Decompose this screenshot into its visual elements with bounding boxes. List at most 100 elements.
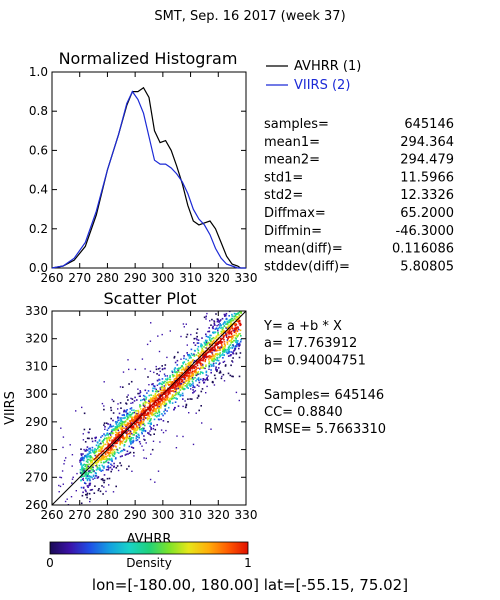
scatter-point: [81, 494, 84, 497]
scatter-point: [143, 410, 145, 412]
scatter-point: [231, 335, 234, 337]
scatter-point: [135, 429, 137, 432]
scatter-point: [121, 422, 123, 425]
scatter-point: [218, 356, 220, 359]
scatter-point: [153, 404, 156, 406]
scatter-point: [148, 384, 150, 386]
scatter-point: [168, 378, 171, 381]
scatter-point: [88, 492, 91, 495]
scatter-point: [199, 368, 201, 370]
scatter-point: [116, 434, 119, 437]
histogram-series-lines: [51, 86, 246, 269]
scatter-point: [164, 364, 167, 366]
scatter-point: [215, 353, 217, 355]
scatter-point: [116, 449, 119, 451]
scatter-point: [187, 379, 190, 381]
scatter-point: [201, 348, 204, 351]
scatter-point: [156, 407, 159, 410]
scatter-point: [138, 434, 140, 437]
scatter-point: [158, 403, 160, 405]
scatter-point: [190, 383, 193, 386]
scatter-point: [94, 454, 96, 457]
scatter-point: [172, 397, 174, 400]
scatter-point: [111, 432, 114, 435]
scatter-point: [202, 280, 203, 281]
scatter-point: [105, 455, 108, 458]
scatter-point: [113, 455, 116, 458]
scatter-point: [114, 441, 117, 444]
scatter-point: [216, 359, 218, 362]
scatter-point: [82, 464, 84, 467]
scatter-point: [189, 383, 191, 385]
scatter-point: [147, 415, 150, 417]
scatter-point: [97, 476, 100, 478]
scatter-point: [65, 457, 67, 459]
scatter-point: [225, 351, 228, 354]
scatter-point: [173, 397, 176, 399]
scatter-point: [110, 409, 113, 412]
scatter-point: [90, 489, 93, 491]
scatter-point: [106, 439, 108, 441]
scatter-point: [143, 414, 146, 416]
scatter-point: [195, 366, 197, 368]
scatter-y-tick-label: 270: [25, 470, 48, 484]
scatter-point: [206, 379, 209, 381]
scatter-point: [101, 457, 103, 459]
scatter-point: [219, 338, 222, 340]
scatter-point: [81, 406, 83, 409]
scatter-point: [95, 455, 97, 458]
scatter-point: [172, 395, 175, 398]
scatter-point: [84, 465, 86, 468]
scatter-point: [139, 390, 141, 392]
scatter-point: [115, 428, 117, 431]
scatter-point: [104, 455, 107, 458]
scatter-point: [200, 371, 202, 373]
scatter-point: [145, 457, 147, 460]
scatter-point: [213, 320, 215, 322]
scatter-point: [120, 424, 122, 427]
scatter-point: [129, 420, 132, 422]
scatter-point: [58, 505, 59, 506]
scatter-point: [216, 343, 219, 345]
scatter-point: [137, 419, 139, 421]
scatter-point: [75, 490, 77, 492]
scatter-point: [71, 465, 73, 467]
scatter-point: [203, 357, 205, 360]
scatter-point: [238, 347, 240, 350]
scatter-point: [155, 365, 157, 368]
scatter-y-tick-label: 300: [25, 387, 48, 401]
scatter-point: [109, 454, 111, 457]
scatter-point: [180, 383, 183, 385]
scatter-point: [130, 438, 132, 440]
scatter-point: [86, 506, 87, 507]
histogram-y-tick-label: 0.4: [29, 183, 48, 197]
scatter-point: [188, 362, 190, 364]
scatter-point: [217, 330, 219, 332]
scatter-point: [172, 375, 174, 378]
scatter-point: [181, 379, 184, 382]
scatter-point: [158, 374, 160, 376]
scatter-point: [115, 433, 117, 436]
scatter-point: [133, 412, 136, 414]
scatter-point: [229, 332, 232, 334]
scatter-point: [215, 335, 218, 337]
scatter-point: [159, 394, 161, 397]
scatter-point: [202, 350, 205, 353]
scatter-point: [153, 424, 155, 427]
stat-value: 0.116086: [392, 242, 454, 257]
scatter-point: [197, 367, 200, 369]
scatter-point: [63, 463, 65, 465]
scatter-point: [237, 327, 239, 329]
scatter-point: [99, 450, 102, 453]
scatter-point: [235, 313, 238, 315]
scatter-point: [215, 336, 218, 339]
scatter-point: [138, 395, 141, 397]
scatter-point: [127, 424, 129, 426]
scatter-point: [61, 470, 64, 472]
scatter-point: [225, 317, 228, 320]
scatter-point: [102, 440, 104, 442]
scatter-point: [79, 469, 82, 471]
scatter-point: [115, 426, 118, 428]
stat-value: -46.3000: [396, 224, 454, 239]
